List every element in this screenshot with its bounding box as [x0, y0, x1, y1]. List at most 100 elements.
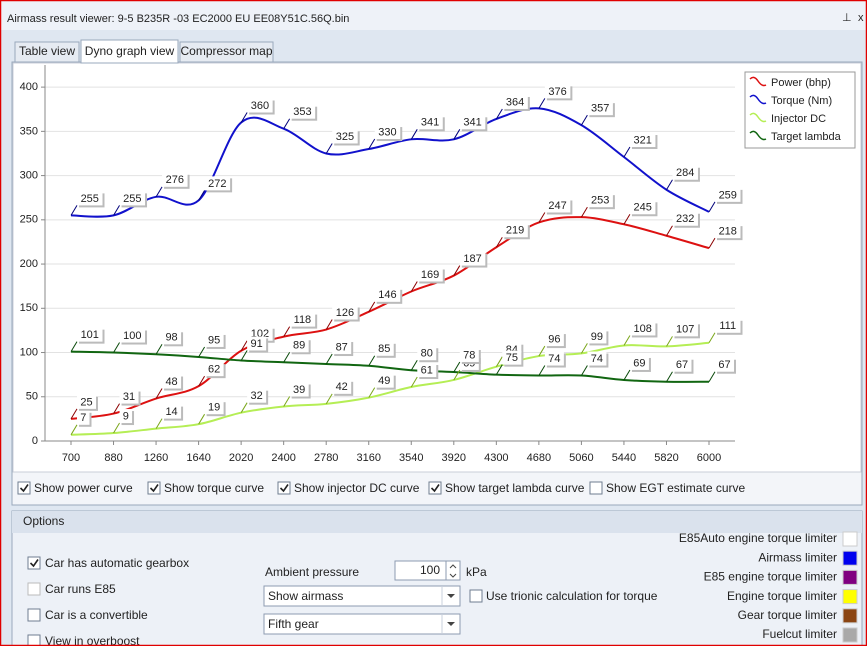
label-leader [708, 201, 716, 213]
legend-label: Target lambda [771, 131, 842, 143]
y-tick-label: 350 [20, 125, 38, 137]
close-button[interactable]: x [858, 12, 864, 24]
data-label: 7 [80, 412, 86, 424]
curve-checkbox[interactable] [147, 481, 161, 495]
dropdown-value: Fifth gear [268, 617, 319, 631]
data-label: 74 [548, 353, 560, 365]
data-label: 357 [591, 103, 609, 115]
data-label: 69 [633, 357, 645, 369]
data-label-box [587, 193, 613, 208]
data-label: 31 [123, 391, 135, 403]
tab[interactable] [179, 41, 274, 63]
data-label: 276 [166, 174, 184, 186]
curve-checkbox[interactable] [589, 481, 603, 495]
option-checkbox-label: Car runs E85 [45, 582, 116, 596]
data-label-box [715, 318, 741, 333]
y-tick-label: 200 [20, 258, 38, 270]
data-label-box [162, 330, 182, 345]
curve-checkbox-label: Show power curve [34, 481, 133, 495]
data-label: 118 [294, 314, 312, 326]
data-label-box [587, 351, 607, 366]
trionic-checkbox[interactable] [469, 589, 483, 603]
option-checkbox[interactable] [27, 634, 41, 646]
tab[interactable] [80, 39, 179, 64]
data-label: 85 [378, 343, 390, 355]
label-leader [113, 342, 120, 353]
limiter-label: Gear torque limiter [738, 608, 837, 622]
x-tick-label: 880 [104, 452, 122, 464]
label-leader [198, 346, 206, 358]
data-label-box [119, 328, 146, 343]
x-tick-label: 6000 [697, 452, 721, 464]
label-leader [666, 336, 673, 347]
legend-swatch [749, 94, 767, 105]
data-label: 245 [634, 202, 652, 214]
curve-checkbox[interactable] [277, 481, 291, 495]
x-tick-label: 5440 [612, 452, 636, 464]
curve-checkbox-label: Show injector DC curve [294, 481, 420, 495]
limiter-label: Airmass limiter [758, 550, 837, 564]
data-label: 107 [676, 324, 694, 336]
data-label-box [374, 341, 394, 356]
check-mark [149, 484, 159, 493]
data-label: 101 [81, 329, 99, 341]
data-label: 89 [293, 340, 305, 352]
tab-label: Dyno graph view [85, 44, 175, 58]
dropdown[interactable] [263, 585, 461, 607]
label-leader [410, 281, 418, 292]
data-label: 62 [208, 364, 220, 376]
data-label-box [374, 125, 401, 140]
check-mark [430, 484, 440, 493]
data-label: 341 [463, 117, 481, 129]
label-leader [198, 413, 206, 425]
data-label-box [204, 362, 224, 377]
data-label-box [77, 327, 103, 342]
spin-arrows[interactable] [449, 564, 457, 578]
y-tick-label: 300 [20, 169, 38, 181]
label-leader [623, 369, 631, 381]
data-label-box [289, 312, 316, 327]
data-label-box [629, 321, 656, 336]
data-label: 95 [208, 334, 220, 346]
label-leader [240, 340, 248, 352]
data-label: 247 [548, 200, 566, 212]
option-checkbox[interactable] [27, 556, 41, 570]
data-label: 87 [336, 341, 348, 353]
option-checkbox[interactable] [27, 608, 41, 622]
data-label-box [247, 98, 273, 113]
tab[interactable] [14, 41, 80, 63]
label-leader [666, 179, 673, 191]
x-tick-label: 5820 [654, 452, 678, 464]
label-leader [155, 344, 163, 355]
curve-checkbox[interactable] [428, 481, 442, 495]
data-label-box [417, 363, 437, 378]
limiter-label: E85 engine torque limiter [704, 570, 837, 584]
check-mark [29, 559, 39, 568]
legend-label: Power (bhp) [771, 77, 831, 89]
x-tick-label: 3160 [356, 452, 380, 464]
pin-button[interactable]: ⊥ [842, 12, 852, 24]
data-label: 111 [719, 320, 736, 332]
data-label: 218 [719, 226, 737, 238]
data-label-box [289, 382, 309, 397]
option-checkbox [27, 582, 41, 596]
data-label-box [715, 187, 741, 202]
ambient-input[interactable] [394, 560, 461, 581]
data-label: 253 [591, 195, 609, 207]
dropdown[interactable] [263, 613, 461, 635]
data-label-box [77, 394, 96, 409]
tab-label: Table view [19, 44, 75, 58]
label-leader [410, 376, 418, 388]
data-label: 376 [548, 86, 566, 98]
label-leader [113, 205, 120, 216]
data-label-box [417, 346, 437, 361]
data-label: 19 [208, 402, 220, 414]
limiter-swatch [842, 627, 858, 643]
curve-checkbox[interactable] [17, 481, 31, 495]
x-tick-label: 4680 [527, 452, 551, 464]
data-label-box [544, 332, 564, 347]
data-label: 330 [378, 126, 396, 138]
x-tick-label: 2020 [229, 452, 253, 464]
y-tick-label: 50 [26, 391, 38, 403]
data-label-box [672, 357, 692, 372]
